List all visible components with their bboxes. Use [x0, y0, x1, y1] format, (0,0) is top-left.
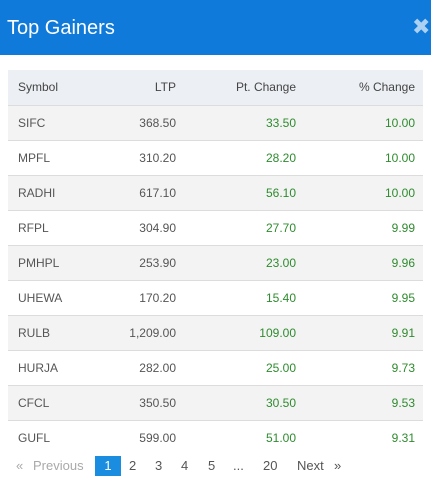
table-row[interactable]: SIFC 368.50 33.50 10.00 [8, 105, 423, 140]
cell-symbol: RFPL [18, 220, 49, 235]
column-header-ltp: LTP [154, 80, 176, 95]
cell-pct-change: 10.00 [384, 115, 415, 130]
cell-pct-change: 9.91 [391, 325, 415, 340]
pagination-page-20[interactable]: 20 [263, 458, 278, 473]
cell-pt-change: 27.70 [265, 220, 296, 235]
pagination-page-4[interactable]: 4 [181, 458, 189, 473]
gainers-table: Symbol LTP Pt. Change % Change SIFC 368.5… [8, 70, 423, 455]
cell-pt-change: 23.00 [265, 255, 296, 270]
cell-symbol: UHEWA [18, 290, 63, 305]
cell-symbol: PMHPL [18, 255, 60, 270]
table-row[interactable]: CFCL 350.50 30.50 9.53 [8, 385, 423, 420]
cell-pt-change: 25.00 [265, 360, 296, 375]
cell-pct-change: 9.53 [391, 395, 415, 410]
modal-title: Top Gainers [7, 17, 115, 39]
cell-ltp: 617.10 [139, 185, 176, 200]
cell-pt-change: 51.00 [265, 430, 296, 445]
table-row[interactable]: MPFL 310.20 28.20 10.00 [8, 140, 423, 175]
cell-pt-change: 33.50 [265, 115, 296, 130]
table-row[interactable]: UHEWA 170.20 15.40 9.95 [8, 280, 423, 315]
cell-pt-change: 30.50 [265, 395, 296, 410]
table-row[interactable]: RFPL 304.90 27.70 9.99 [8, 210, 423, 245]
cell-ltp: 368.50 [139, 115, 176, 130]
close-icon[interactable]: ✖ [412, 14, 431, 39]
cell-pct-change: 9.96 [391, 255, 415, 270]
cell-symbol: MPFL [18, 150, 51, 165]
table-row[interactable]: GUFL 599.00 51.00 9.31 [8, 420, 423, 455]
modal-header: Top Gainers ✖ [0, 0, 431, 55]
cell-ltp: 310.20 [139, 150, 176, 165]
cell-symbol: CFCL [18, 395, 50, 410]
cell-ltp: 599.00 [139, 430, 176, 445]
cell-pt-change: 109.00 [259, 325, 296, 340]
column-header-pt-change: Pt. Change [235, 80, 296, 95]
pagination-page-3[interactable]: 3 [155, 458, 163, 473]
cell-pt-change: 56.10 [265, 185, 296, 200]
column-header-pct-change: % Change [358, 80, 415, 95]
cell-pct-change: 9.95 [391, 290, 415, 305]
cell-ltp: 170.20 [139, 290, 176, 305]
cell-symbol: RULB [18, 325, 51, 340]
table-row[interactable]: RULB 1,209.00 109.00 9.91 [8, 315, 423, 350]
cell-pct-change: 10.00 [384, 150, 415, 165]
cell-ltp: 282.00 [139, 360, 176, 375]
pagination-first: « [16, 458, 24, 473]
pagination-ellipsis: ... [233, 458, 244, 473]
table-row[interactable]: PMHPL 253.90 23.00 9.96 [8, 245, 423, 280]
cell-symbol: SIFC [18, 115, 46, 130]
pagination-page-5[interactable]: 5 [208, 458, 216, 473]
cell-symbol: HURJA [18, 360, 59, 375]
cell-pt-change: 28.20 [265, 150, 296, 165]
pagination-page-2[interactable]: 2 [129, 458, 137, 473]
cell-pct-change: 10.00 [384, 185, 415, 200]
cell-pct-change: 9.31 [391, 430, 415, 445]
cell-ltp: 350.50 [139, 395, 176, 410]
cell-pct-change: 9.73 [391, 360, 415, 375]
column-header-symbol: Symbol [18, 80, 59, 95]
pagination-previous: Previous [33, 458, 84, 473]
cell-ltp: 1,209.00 [129, 325, 176, 340]
cell-ltp: 304.90 [139, 220, 176, 235]
pagination-page-1[interactable]: 1 [95, 456, 121, 476]
cell-pct-change: 9.99 [391, 220, 415, 235]
cell-symbol: RADHI [18, 185, 56, 200]
table-body: SIFC 368.50 33.50 10.00 MPFL 310.20 28.20 10.00… [8, 105, 423, 455]
table-row[interactable]: HURJA 282.00 25.00 9.73 [8, 350, 423, 385]
table-header-row: Symbol LTP Pt. Change % Change [8, 70, 423, 105]
pagination-next[interactable]: Next [297, 458, 324, 473]
cell-ltp: 253.90 [139, 255, 176, 270]
cell-symbol: GUFL [18, 430, 51, 445]
table-row[interactable]: RADHI 617.10 56.10 10.00 [8, 175, 423, 210]
gainers-table-container: Symbol LTP Pt. Change % Change SIFC 368.5… [8, 70, 423, 455]
cell-pt-change: 15.40 [265, 290, 296, 305]
pagination-last[interactable]: » [334, 458, 342, 473]
